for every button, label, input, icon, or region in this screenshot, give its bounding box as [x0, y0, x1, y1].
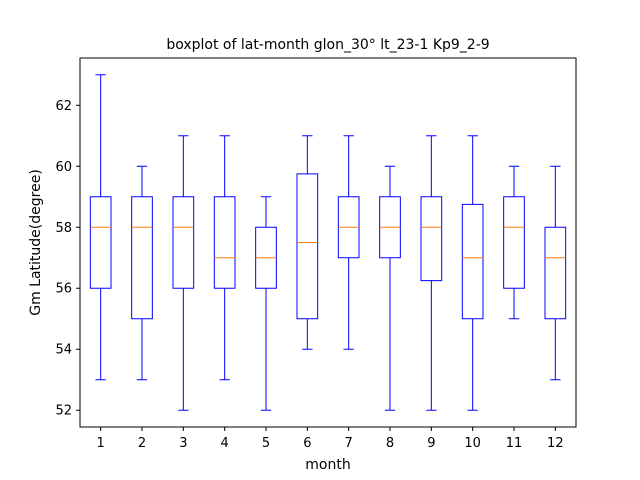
box-month-6: [296, 135, 319, 350]
y-axis: 52 54 56 58 60 62: [55, 99, 80, 419]
y-tick-label: 58: [55, 221, 72, 236]
y-tick-label: 56: [55, 282, 72, 297]
iqr-box: [461, 203, 484, 320]
x-axis-label: month: [305, 457, 350, 473]
y-tick-label: 54: [55, 343, 72, 358]
x-tick-label: 12: [547, 436, 564, 451]
x-tick-label: 3: [179, 436, 187, 451]
box-month-8: [379, 165, 401, 411]
x-tick-label: 10: [464, 436, 481, 451]
iqr-box: [172, 196, 195, 289]
box-month-7: [337, 135, 360, 350]
box-month-12: [544, 165, 567, 381]
iqr-box: [544, 226, 567, 320]
box-month-2: [131, 165, 153, 381]
x-tick-label: 9: [427, 436, 435, 451]
iqr-box: [420, 196, 443, 282]
iqr-box: [296, 173, 319, 320]
x-tick-label: 11: [506, 436, 523, 451]
box-month-10: [461, 135, 484, 411]
plot-frame: [79, 57, 577, 428]
y-tick-label: 60: [55, 160, 72, 175]
iqr-box: [89, 196, 112, 289]
x-tick-label: 4: [221, 436, 229, 451]
iqr-box: [503, 196, 525, 289]
box-month-5: [255, 196, 277, 411]
box-month-1: [89, 74, 112, 381]
iqr-box: [213, 196, 236, 289]
box-month-9: [420, 135, 443, 411]
x-tick-label: 6: [303, 436, 311, 451]
x-axis: 1 2 3 4 5 6 7 8 9 10 11 12: [97, 427, 564, 451]
x-tick-label: 2: [138, 436, 146, 451]
box-series: [89, 74, 567, 411]
y-axis-label: Gm Latitude(degree): [28, 169, 44, 316]
x-tick-label: 8: [386, 436, 394, 451]
box-month-11: [503, 165, 525, 320]
x-tick-label: 7: [345, 436, 353, 451]
x-tick-label: 1: [97, 436, 105, 451]
x-tick-label: 5: [262, 436, 270, 451]
iqr-box: [131, 196, 153, 320]
box-month-3: [172, 135, 195, 411]
y-tick-label: 62: [55, 99, 72, 114]
box-month-4: [213, 135, 236, 381]
chart-title: boxplot of lat-month glon_30° lt_23-1 Kp…: [166, 37, 489, 53]
y-tick-label: 52: [55, 404, 72, 419]
